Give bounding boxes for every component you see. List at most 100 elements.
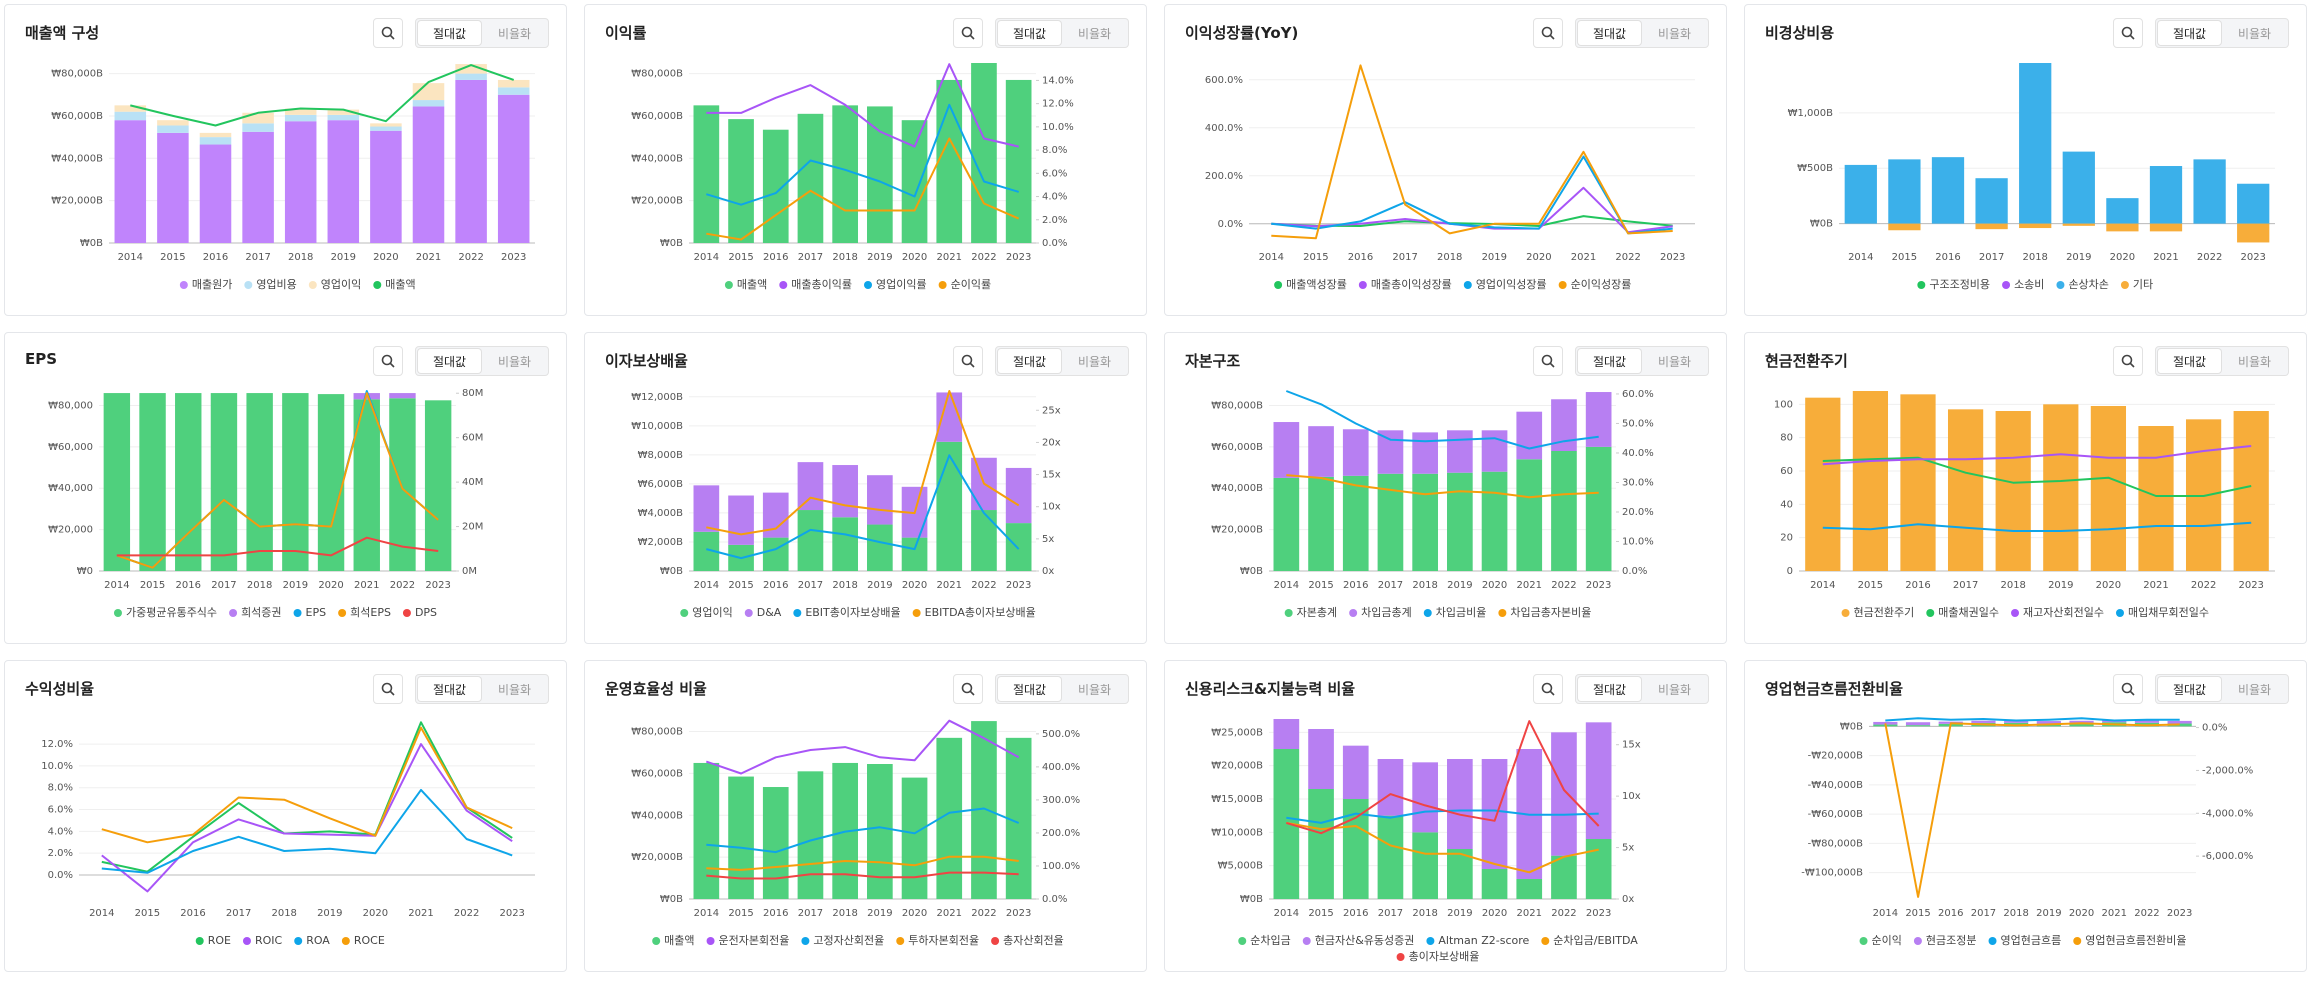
y-tick-label: ₩0B bbox=[80, 238, 103, 249]
legend-dot bbox=[744, 609, 753, 617]
bar bbox=[389, 398, 416, 571]
chart: 0 20 40 60 80 100 2014 2015 2016 2017 2018 2019 2020… bbox=[1774, 391, 2275, 619]
legend-item: 매출액성장률 bbox=[1274, 278, 1347, 291]
x-tick-label: 2020 bbox=[1526, 252, 1551, 263]
chart-title: 신용리스크&지불능력 비율 bbox=[1185, 680, 1356, 698]
legend-label: 매출원가 bbox=[192, 278, 232, 291]
toggle-absolute[interactable]: 절대값 bbox=[2158, 349, 2221, 373]
x-tick-label: 2020 bbox=[1482, 580, 1507, 591]
x-tick-label: 2015 bbox=[135, 908, 160, 919]
bar bbox=[327, 109, 360, 115]
legend-item: EBIT총이자보상배율 bbox=[793, 606, 901, 619]
legend-label: 영업이익률 bbox=[876, 278, 927, 291]
search-button[interactable] bbox=[1533, 346, 1563, 376]
x-tick-label: 2022 bbox=[458, 252, 483, 263]
search-button[interactable] bbox=[2113, 18, 2143, 48]
toggle-absolute[interactable]: 절대값 bbox=[2158, 677, 2221, 701]
bar bbox=[284, 121, 317, 243]
line bbox=[1822, 521, 2252, 532]
y2-tick-label: 10.0% bbox=[1042, 122, 1074, 133]
x-tick-label: 2014 bbox=[1873, 908, 1898, 919]
x-tick-label: 2023 bbox=[1006, 580, 1031, 591]
toggle-absolute[interactable]: 절대값 bbox=[1578, 21, 1641, 45]
x-tick-label: 2019 bbox=[317, 908, 342, 919]
x-tick-label: 2015 bbox=[1858, 580, 1883, 591]
toggle-normalized[interactable]: 비율화 bbox=[2223, 349, 2286, 373]
legend-dot bbox=[1302, 937, 1311, 945]
y-tick-label: ₩40,000B bbox=[1211, 483, 1263, 494]
toggle-normalized[interactable]: 비율화 bbox=[483, 349, 546, 373]
toggle-normalized[interactable]: 비율화 bbox=[1063, 677, 1126, 701]
search-button[interactable] bbox=[2113, 674, 2143, 704]
icon-lens bbox=[381, 26, 393, 38]
y-tick-label: ₩12,000B bbox=[631, 392, 683, 403]
legend-label: 영업이익 bbox=[692, 606, 732, 619]
bar bbox=[455, 79, 487, 243]
toggle-absolute[interactable]: 절대값 bbox=[418, 677, 481, 701]
toggle-normalized[interactable]: 비율화 bbox=[1063, 21, 1126, 45]
bar bbox=[242, 123, 274, 132]
search-button[interactable] bbox=[373, 674, 403, 704]
search-button[interactable] bbox=[953, 18, 983, 48]
bar bbox=[1412, 762, 1438, 833]
toggle-absolute[interactable]: 절대값 bbox=[418, 349, 481, 373]
legend-dot bbox=[1284, 609, 1293, 617]
legend-item: 현금전환주기 bbox=[1841, 606, 1914, 619]
legend-dot bbox=[1917, 281, 1926, 289]
toggle-absolute[interactable]: 절대값 bbox=[998, 677, 1061, 701]
search-button[interactable] bbox=[373, 18, 403, 48]
toggle-normalized[interactable]: 비율화 bbox=[483, 21, 546, 45]
search-button[interactable] bbox=[2113, 346, 2143, 376]
toggle-absolute[interactable]: 절대값 bbox=[418, 21, 481, 45]
x-tick-label: 2020 bbox=[373, 252, 398, 263]
x-tick-label: 2023 bbox=[1660, 252, 1685, 263]
view-toggle: 절대값 비율화 bbox=[995, 674, 1129, 704]
bar bbox=[114, 111, 147, 121]
x-tick-label: 2018 bbox=[2003, 908, 2028, 919]
legend-label: ROA bbox=[306, 934, 330, 947]
x-tick-label: 2023 bbox=[1586, 908, 1611, 919]
x-tick-label: 2023 bbox=[2240, 252, 2265, 263]
legend-label: DPS bbox=[415, 606, 437, 619]
search-button[interactable] bbox=[373, 346, 403, 376]
y2-tick-label: 80M bbox=[462, 388, 483, 399]
icon-lens bbox=[1541, 682, 1553, 694]
chart-card: 0 20 40 60 80 100 2014 2015 2016 2017 2018 2019 2020… bbox=[1744, 332, 2307, 644]
bar bbox=[246, 393, 273, 571]
chart-title: 수익성비율 bbox=[25, 680, 95, 698]
chart-title: 현금전환주기 bbox=[1765, 352, 1848, 370]
legend-label: 차입금비율 bbox=[1436, 606, 1487, 619]
bar bbox=[1551, 732, 1577, 856]
toggle-absolute[interactable]: 절대값 bbox=[998, 21, 1061, 45]
bar bbox=[1412, 432, 1438, 474]
bar bbox=[2134, 720, 2160, 723]
toggle-normalized[interactable]: 비율화 bbox=[1643, 349, 1706, 373]
legend-item: 순차입금/EBITDA bbox=[1541, 934, 1638, 947]
x-tick-label: 2021 bbox=[416, 252, 441, 263]
toggle-absolute[interactable]: 절대값 bbox=[1578, 677, 1641, 701]
search-button[interactable] bbox=[1533, 18, 1563, 48]
toggle-absolute[interactable]: 절대값 bbox=[1578, 349, 1641, 373]
legend-dot bbox=[341, 937, 350, 945]
toggle-absolute[interactable]: 절대값 bbox=[2158, 21, 2221, 45]
bar bbox=[455, 73, 487, 80]
y-tick-label: ₩40,000 bbox=[48, 483, 93, 494]
y-tick-label: ₩20,000B bbox=[1211, 525, 1263, 536]
toggle-absolute[interactable]: 절대값 bbox=[998, 349, 1061, 373]
search-button[interactable] bbox=[953, 674, 983, 704]
toggle-normalized[interactable]: 비율화 bbox=[1063, 349, 1126, 373]
legend-label: 순차입금/EBITDA bbox=[1553, 934, 1638, 947]
chart-title: 자본구조 bbox=[1185, 352, 1241, 370]
y-tick-label: ₩25,000B bbox=[1211, 727, 1263, 738]
search-button[interactable] bbox=[1533, 674, 1563, 704]
y-tick-label: ₩10,000B bbox=[1211, 827, 1263, 838]
toggle-normalized[interactable]: 비율화 bbox=[483, 677, 546, 701]
search-button[interactable] bbox=[953, 346, 983, 376]
toggle-normalized[interactable]: 비율화 bbox=[1643, 21, 1706, 45]
toggle-normalized[interactable]: 비율화 bbox=[1643, 677, 1706, 701]
toggle-normalized[interactable]: 비율화 bbox=[2223, 21, 2286, 45]
icon-lens bbox=[1541, 354, 1553, 366]
line bbox=[706, 871, 1019, 880]
toggle-normalized[interactable]: 비율화 bbox=[2223, 677, 2286, 701]
legend-label: 매출총이익성장률 bbox=[1371, 278, 1452, 291]
